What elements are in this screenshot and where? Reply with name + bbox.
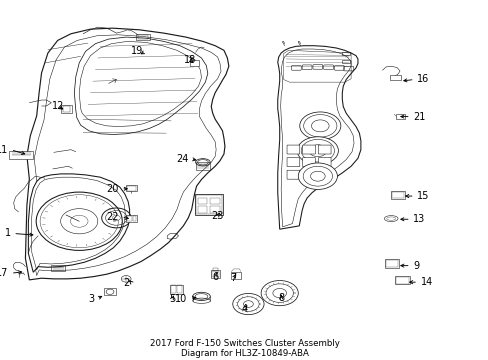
Text: 12: 12	[51, 101, 64, 111]
Bar	[170, 285, 183, 294]
Text: 17: 17	[0, 268, 8, 278]
Ellipse shape	[195, 159, 210, 166]
Bar	[395, 114, 404, 118]
Text: 22: 22	[106, 212, 119, 222]
Bar	[385, 259, 398, 267]
Text: 23: 23	[211, 211, 224, 221]
Bar	[136, 34, 149, 40]
Text: 24: 24	[176, 154, 188, 164]
Text: 13: 13	[412, 214, 425, 224]
Circle shape	[298, 163, 337, 189]
Bar	[213, 268, 218, 271]
Bar	[127, 216, 132, 221]
Text: 11: 11	[0, 145, 8, 155]
Circle shape	[232, 293, 264, 315]
FancyBboxPatch shape	[286, 158, 299, 167]
Text: 9: 9	[412, 261, 419, 271]
FancyBboxPatch shape	[302, 170, 315, 179]
Bar	[133, 216, 136, 221]
Bar	[62, 106, 70, 112]
Circle shape	[112, 215, 120, 221]
Text: 20: 20	[106, 184, 119, 194]
Bar	[194, 194, 223, 215]
Text: 2017 Ford F-150 Switches Cluster Assembly
Diagram for HL3Z-10849-ABA: 2017 Ford F-150 Switches Cluster Assembl…	[149, 339, 339, 358]
Bar	[195, 195, 222, 214]
FancyBboxPatch shape	[302, 145, 315, 154]
Text: 15: 15	[416, 191, 428, 201]
Bar	[212, 271, 219, 277]
Bar	[126, 215, 137, 222]
Bar	[394, 276, 409, 284]
Circle shape	[301, 139, 334, 162]
Text: 19: 19	[131, 46, 143, 56]
Text: 8: 8	[278, 293, 284, 303]
Circle shape	[297, 137, 338, 165]
Text: 2: 2	[123, 278, 129, 288]
Text: 16: 16	[416, 75, 428, 85]
Bar	[138, 35, 147, 39]
FancyBboxPatch shape	[318, 145, 330, 154]
Text: 14: 14	[420, 277, 432, 287]
Bar	[389, 75, 400, 80]
Text: 18: 18	[183, 55, 196, 64]
Bar	[197, 206, 207, 213]
FancyBboxPatch shape	[318, 170, 330, 179]
Ellipse shape	[192, 292, 210, 301]
Text: 1: 1	[4, 229, 11, 238]
Bar	[197, 198, 207, 204]
Text: 3: 3	[88, 294, 94, 304]
Bar	[9, 151, 33, 159]
Bar	[177, 285, 182, 293]
Circle shape	[243, 301, 253, 307]
FancyBboxPatch shape	[286, 170, 299, 179]
Bar	[189, 60, 198, 66]
Bar	[51, 265, 65, 271]
Circle shape	[121, 275, 131, 282]
Bar	[391, 192, 403, 198]
Polygon shape	[28, 174, 129, 272]
Text: 7: 7	[230, 273, 236, 283]
Text: 4: 4	[241, 304, 247, 314]
Bar	[209, 206, 219, 213]
Bar	[395, 276, 408, 284]
Text: 6: 6	[212, 271, 218, 282]
Bar	[342, 52, 349, 55]
Bar	[127, 186, 136, 191]
Bar	[209, 198, 219, 204]
Text: 21: 21	[412, 112, 425, 122]
Bar	[342, 60, 349, 63]
Bar	[72, 226, 83, 233]
FancyBboxPatch shape	[302, 158, 315, 167]
Circle shape	[303, 114, 336, 137]
Bar	[230, 271, 240, 279]
Text: 10: 10	[175, 294, 187, 304]
FancyBboxPatch shape	[286, 145, 299, 154]
Bar	[171, 285, 176, 293]
Circle shape	[70, 215, 88, 227]
Bar	[390, 192, 404, 199]
Circle shape	[299, 112, 340, 140]
Circle shape	[272, 288, 286, 298]
Text: 5: 5	[169, 294, 175, 304]
Bar	[103, 288, 116, 296]
Ellipse shape	[384, 216, 397, 221]
FancyBboxPatch shape	[318, 158, 330, 167]
Bar	[61, 105, 72, 113]
Circle shape	[36, 192, 122, 251]
Bar	[386, 260, 397, 267]
Polygon shape	[277, 46, 360, 229]
Bar	[211, 270, 220, 278]
Bar	[126, 185, 137, 192]
Circle shape	[261, 280, 298, 306]
